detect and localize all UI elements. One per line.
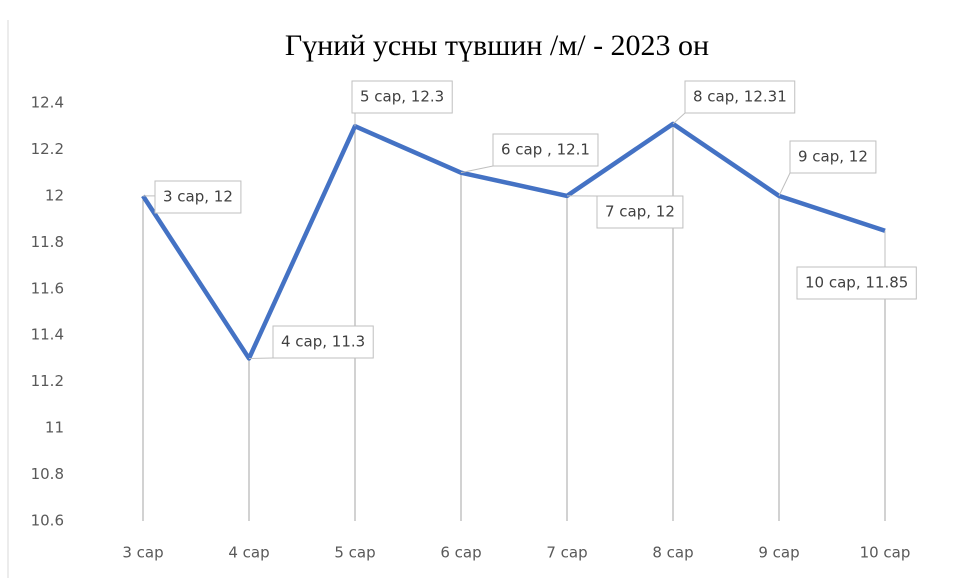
data-label: 7 сар, 12 [596,195,684,229]
data-label-box [351,80,453,114]
data-label-box [796,266,917,300]
data-label-text: 6 сар , 12.1 [501,141,590,159]
x-tick-label: 3 сар [122,544,163,562]
y-tick-label: 11.4 [31,326,64,344]
data-label-text: 3 сар, 12 [163,188,233,206]
data-label-text: 5 сар, 12.3 [360,88,444,106]
data-label-text: 7 сар, 12 [605,203,675,221]
data-label: 10 сар, 11.85 [796,266,917,300]
leader-line [672,112,686,125]
x-tick-label: 10 сар [860,544,911,562]
y-tick-label: 11 [45,419,64,437]
x-tick-label: 8 сар [652,544,693,562]
data-label-text: 9 сар, 12 [798,148,868,166]
data-label-box [492,133,599,167]
chart-title: Гүний усны түвшин /м/ - 2023 он [285,29,709,62]
data-label-text: 8 сар, 12.31 [693,88,787,106]
y-tick-label: 11.8 [31,233,64,251]
y-tick-label: 10.8 [31,465,64,483]
x-tick-label: 5 сар [334,544,375,562]
y-tick-label: 12.4 [31,94,64,112]
y-tick-label: 12 [45,186,64,204]
data-label: 9 сар, 12 [789,140,877,174]
data-label-box [789,140,877,174]
leader-line [778,172,791,197]
leader-line [460,165,494,174]
data-label: 3 сар, 12 [154,180,242,214]
y-tick-label: 11.2 [31,372,64,390]
data-label-box [272,325,374,359]
y-tick-label: 12.2 [31,140,64,158]
data-label: 6 сар , 12.1 [492,133,599,167]
x-tick-label: 9 сар [758,544,799,562]
data-label-text: 4 сар, 11.3 [281,333,365,351]
data-label: 8 сар, 12.31 [684,80,796,114]
x-tick-label: 4 сар [228,544,269,562]
data-label: 4 сар, 11.3 [272,325,374,359]
data-line [141,121,886,361]
x-tick-label: 6 сар [440,544,481,562]
x-tick-label: 7 сар [546,544,587,562]
data-label: 5 сар, 12.3 [351,80,453,114]
data-label-text: 10 сар, 11.85 [805,274,908,292]
data-label-box [596,195,684,229]
y-tick-label: 11.6 [31,279,64,297]
y-tick-label: 10.6 [31,512,64,530]
data-label-box [154,180,242,214]
data-label-box [684,80,796,114]
